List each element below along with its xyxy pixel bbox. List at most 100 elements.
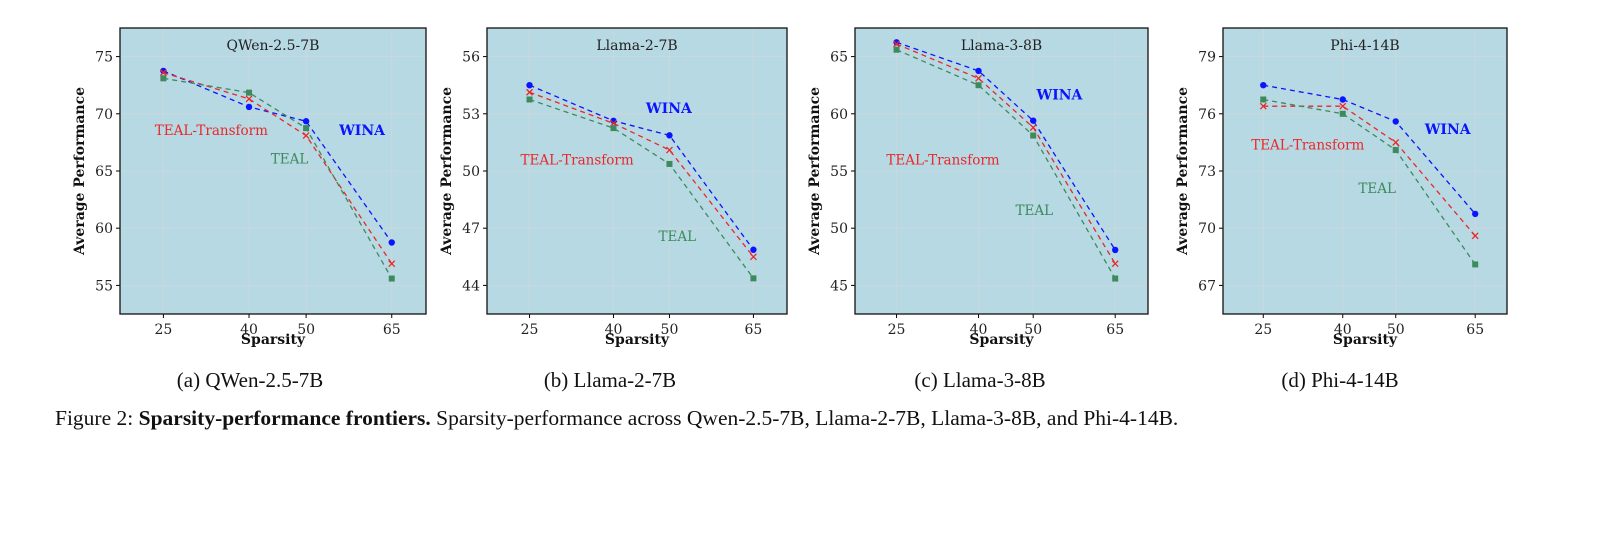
data-point-teal-transform [1392, 138, 1400, 146]
y-tick-label: 73 [1198, 164, 1216, 180]
data-point-teal [1392, 147, 1399, 154]
data-point-wina [1472, 210, 1479, 218]
x-tick-label: 25 [521, 322, 539, 338]
caption-a: (a) QWen-2.5-7B [176, 368, 324, 392]
y-tick-label: 50 [830, 221, 848, 237]
x-tick-label: 50 [661, 322, 679, 338]
data-point-teal-transform [749, 253, 757, 261]
series-line-wina [163, 70, 393, 243]
y-tick-label: 70 [95, 107, 113, 123]
x-tick-label: 25 [154, 322, 172, 338]
data-point-teal [975, 82, 982, 89]
data-point-teal [1112, 275, 1119, 282]
data-point-teal [246, 89, 253, 96]
data-point-teal-transform [526, 88, 533, 96]
x-tick-label: 50 [297, 322, 315, 338]
data-point-teal [1339, 110, 1346, 117]
data-point-wina [975, 67, 982, 75]
data-point-teal [526, 96, 533, 103]
data-point-wina [750, 246, 757, 253]
data-point-teal [1030, 132, 1037, 139]
data-point-teal [1260, 96, 1267, 103]
x-axis-label: Sparsity [969, 332, 1034, 348]
series-line-teal [529, 98, 754, 279]
chart-panel-2: 25 40 50 65 44 47 50 53 56 Llama-2-7B Sparsity Aver… [439, 27, 788, 348]
data-point-wina [388, 239, 395, 246]
y-tick-label: 70 [1198, 221, 1216, 237]
series-label-wina: WINA [1424, 122, 1472, 138]
x-tick-label: 40 [605, 322, 623, 338]
chart-title: Phi-4-14B [1330, 38, 1399, 54]
plot-frame [486, 27, 788, 315]
data-point-teal-transform [1339, 102, 1347, 110]
data-point-teal-transform [1471, 232, 1479, 240]
data-point-wina [893, 39, 900, 46]
data-point-teal-transform [388, 260, 396, 268]
x-tick-label: 40 [970, 322, 988, 338]
chart-title: Llama-3-8B [961, 38, 1042, 54]
caption-d: (d) Phi-4-14B [1281, 368, 1399, 392]
y-tick-label: 67 [1198, 278, 1216, 294]
series-line-teal [163, 77, 393, 279]
figure-caption-text: Sparsity-performance across Qwen-2.5-7B,… [430, 406, 1179, 430]
data-point-teal-transform [159, 69, 167, 77]
data-point-teal [610, 125, 617, 132]
data-point-wina [1260, 82, 1267, 89]
y-tick-label: 56 [462, 50, 480, 66]
y-tick-label: 76 [1198, 107, 1216, 123]
plot-frame [1222, 27, 1508, 315]
series-line-teal-transform [529, 91, 754, 258]
chart-panel-4: 25 40 50 65 67 70 73 76 79 Phi-4-14B Sparsity Avera… [1175, 27, 1508, 348]
series-label-teal: TEAL [1016, 203, 1054, 219]
x-axis-label: Sparsity [241, 332, 306, 348]
chart-title: Llama-2-7B [596, 38, 677, 54]
data-point-teal [388, 275, 395, 282]
y-tick-label: 50 [462, 164, 480, 180]
data-point-teal-transform [1259, 102, 1267, 110]
data-point-teal-transform [302, 132, 310, 139]
y-tick-label: 55 [830, 164, 848, 180]
data-point-teal [303, 125, 310, 132]
series-label-wina: WINA [1035, 87, 1083, 103]
series-label-teal: TEAL [659, 229, 697, 245]
data-point-wina [1339, 96, 1346, 103]
data-point-teal-transform [1029, 124, 1037, 131]
series-line-wina [1263, 84, 1476, 215]
series-label-teal-transform: TEAL-Transform [155, 123, 268, 139]
x-tick-label: 65 [1466, 322, 1484, 338]
x-tick-label: 65 [745, 322, 763, 338]
series-label-teal-transform: TEAL-Transform [521, 153, 634, 169]
y-tick-label: 75 [95, 50, 113, 66]
data-point-wina [245, 103, 253, 111]
figure-caption-bold: Sparsity-performance frontiers. [138, 406, 431, 430]
data-point-teal-transform [245, 95, 253, 103]
data-point-teal-transform [893, 40, 901, 48]
series-label-teal-transform: TEAL-Transform [886, 153, 999, 169]
y-tick-label: 47 [462, 221, 480, 237]
data-point-wina [302, 118, 310, 125]
x-tick-label: 25 [888, 322, 906, 338]
data-point-teal [1472, 261, 1479, 268]
y-tick-label: 65 [830, 50, 848, 66]
chart-panel-3: 25 40 50 65 45 50 55 60 65 Llama-3-8B Sparsity Aver… [807, 27, 1149, 348]
data-point-teal [750, 275, 757, 282]
series-line-wina [896, 41, 1116, 251]
series-label-teal: TEAL [1358, 181, 1396, 197]
chart-panel-1: 25 40 50 65 55 60 65 70 75 QWen-2.5-7B Sparsity Ave… [72, 27, 427, 348]
y-axis-label: Average Performance [1175, 87, 1191, 256]
data-point-teal-transform [666, 146, 673, 154]
data-point-teal [666, 160, 673, 167]
plot-frame [119, 27, 427, 315]
series-label-teal-transform: TEAL-Transform [1251, 137, 1364, 153]
series-label-teal: TEAL [271, 151, 309, 167]
series-line-teal [1263, 98, 1476, 265]
y-tick-label: 65 [95, 164, 113, 180]
data-point-teal [160, 75, 167, 82]
plot-frame [854, 27, 1149, 315]
x-tick-label: 50 [1387, 322, 1405, 338]
chart-title: QWen-2.5-7B [227, 38, 320, 54]
data-point-wina [1112, 246, 1119, 254]
data-point-wina [1392, 118, 1399, 125]
figure-caption-prefix: Figure 2: [55, 406, 139, 430]
